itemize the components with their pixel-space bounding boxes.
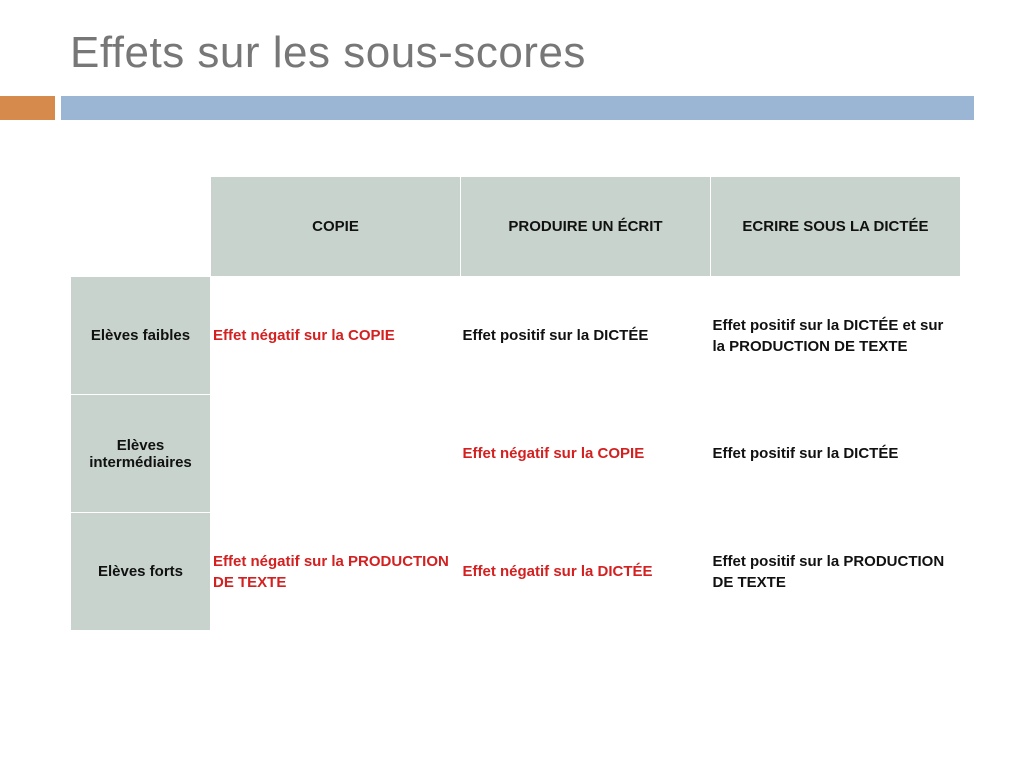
table-cell: Effet positif sur la PRODUCTION DE TEXTE — [711, 513, 961, 631]
col-header: PRODUIRE UN ÉCRIT — [461, 177, 711, 277]
slide: Effets sur les sous-scores COPIE PRODUIR… — [0, 0, 1024, 768]
table-cell — [211, 395, 461, 513]
row-header: Elèves faibles — [71, 277, 211, 395]
accent-bar — [0, 96, 964, 120]
corner-cell — [71, 177, 211, 277]
row-header: Elèves forts — [71, 513, 211, 631]
table-row: Elèves intermédiaires Effet négatif sur … — [71, 395, 961, 513]
table-header-row: COPIE PRODUIRE UN ÉCRIT ECRIRE SOUS LA D… — [71, 177, 961, 277]
col-header: COPIE — [211, 177, 461, 277]
table-cell: Effet négatif sur la DICTÉE — [461, 513, 711, 631]
table-cell: Effet positif sur la DICTÉE — [461, 277, 711, 395]
table-cell: Effet positif sur la DICTÉE — [711, 395, 961, 513]
col-header: ECRIRE SOUS LA DICTÉE — [711, 177, 961, 277]
table-row: Elèves forts Effet négatif sur la PRODUC… — [71, 513, 961, 631]
accent-orange — [0, 96, 55, 120]
table-row: Elèves faibles Effet négatif sur la COPI… — [71, 277, 961, 395]
table-cell: Effet positif sur la DICTÉE et sur la PR… — [711, 277, 961, 395]
accent-blue — [61, 96, 974, 120]
table-cell: Effet négatif sur la PRODUCTION DE TEXTE — [211, 513, 461, 631]
effects-table: COPIE PRODUIRE UN ÉCRIT ECRIRE SOUS LA D… — [70, 176, 961, 631]
table-cell: Effet négatif sur la COPIE — [211, 277, 461, 395]
table-container: COPIE PRODUIRE UN ÉCRIT ECRIRE SOUS LA D… — [70, 176, 960, 631]
table-cell: Effet négatif sur la COPIE — [461, 395, 711, 513]
page-title: Effets sur les sous-scores — [70, 28, 964, 78]
row-header: Elèves intermédiaires — [71, 395, 211, 513]
